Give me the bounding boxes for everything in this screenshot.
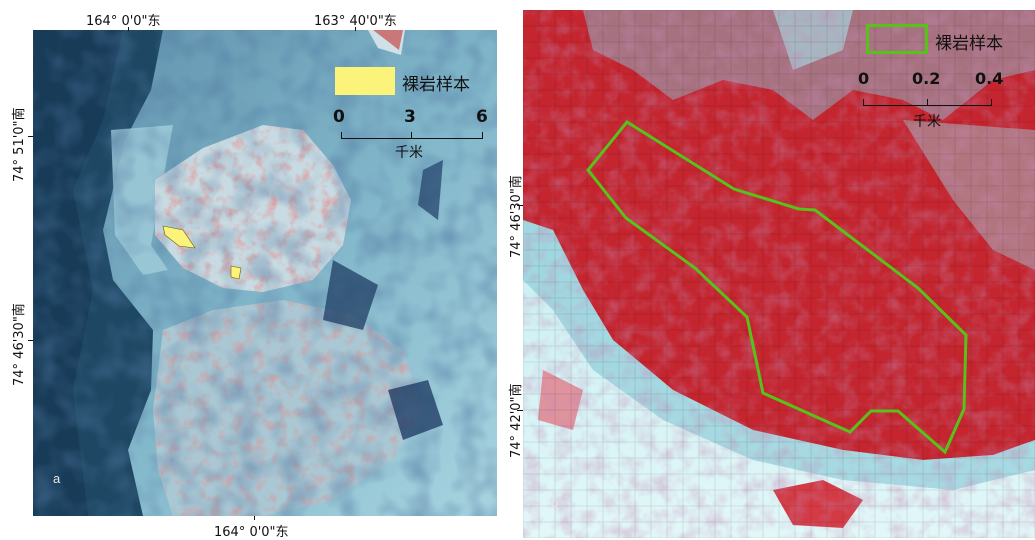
longitude-label: 164° 0'0"东 (86, 14, 161, 29)
legend-swatch-outline (866, 24, 928, 54)
legend-label: 裸岩样本 (935, 34, 1003, 54)
scale-unit: 千米 (913, 114, 941, 130)
panel-label: a (53, 471, 61, 486)
legend-swatch-yellow (335, 67, 395, 95)
latitude-label: 74° 46'30"南 (12, 303, 27, 386)
panel-label: b (551, 495, 559, 510)
scale-unit: 千米 (395, 145, 423, 161)
latitude-label: 74° 46'30"南 (509, 175, 524, 258)
bare-rock-sample-outline (586, 120, 968, 455)
map-panel-a: 裸岩样本 0 3 6 千米 a (33, 30, 497, 516)
scale-tick-label: 6 (476, 107, 488, 127)
bare-rock-sample (162, 225, 196, 249)
latitude-label: 74° 51'0"南 (12, 107, 27, 182)
scale-tick-label: 0.2 (912, 69, 941, 88)
satellite-image-a (33, 30, 497, 516)
legend-label: 裸岩样本 (402, 75, 470, 95)
scale-tick-label: 0.4 (975, 69, 1004, 88)
scale-tick-label: 0 (858, 69, 870, 88)
bare-rock-sample (230, 265, 242, 280)
scale-tick-label: 0 (333, 107, 345, 127)
scale-tick-label: 3 (404, 107, 416, 127)
map-panel-b: 裸岩样本 0 0.2 0.4 千米 b (523, 10, 1035, 538)
latitude-label: 74° 42'0"南 (509, 383, 524, 458)
satellite-image-b (523, 10, 1035, 538)
longitude-label: 164° 0'0"东 (214, 525, 289, 540)
longitude-label: 163° 40'0"东 (314, 14, 397, 29)
